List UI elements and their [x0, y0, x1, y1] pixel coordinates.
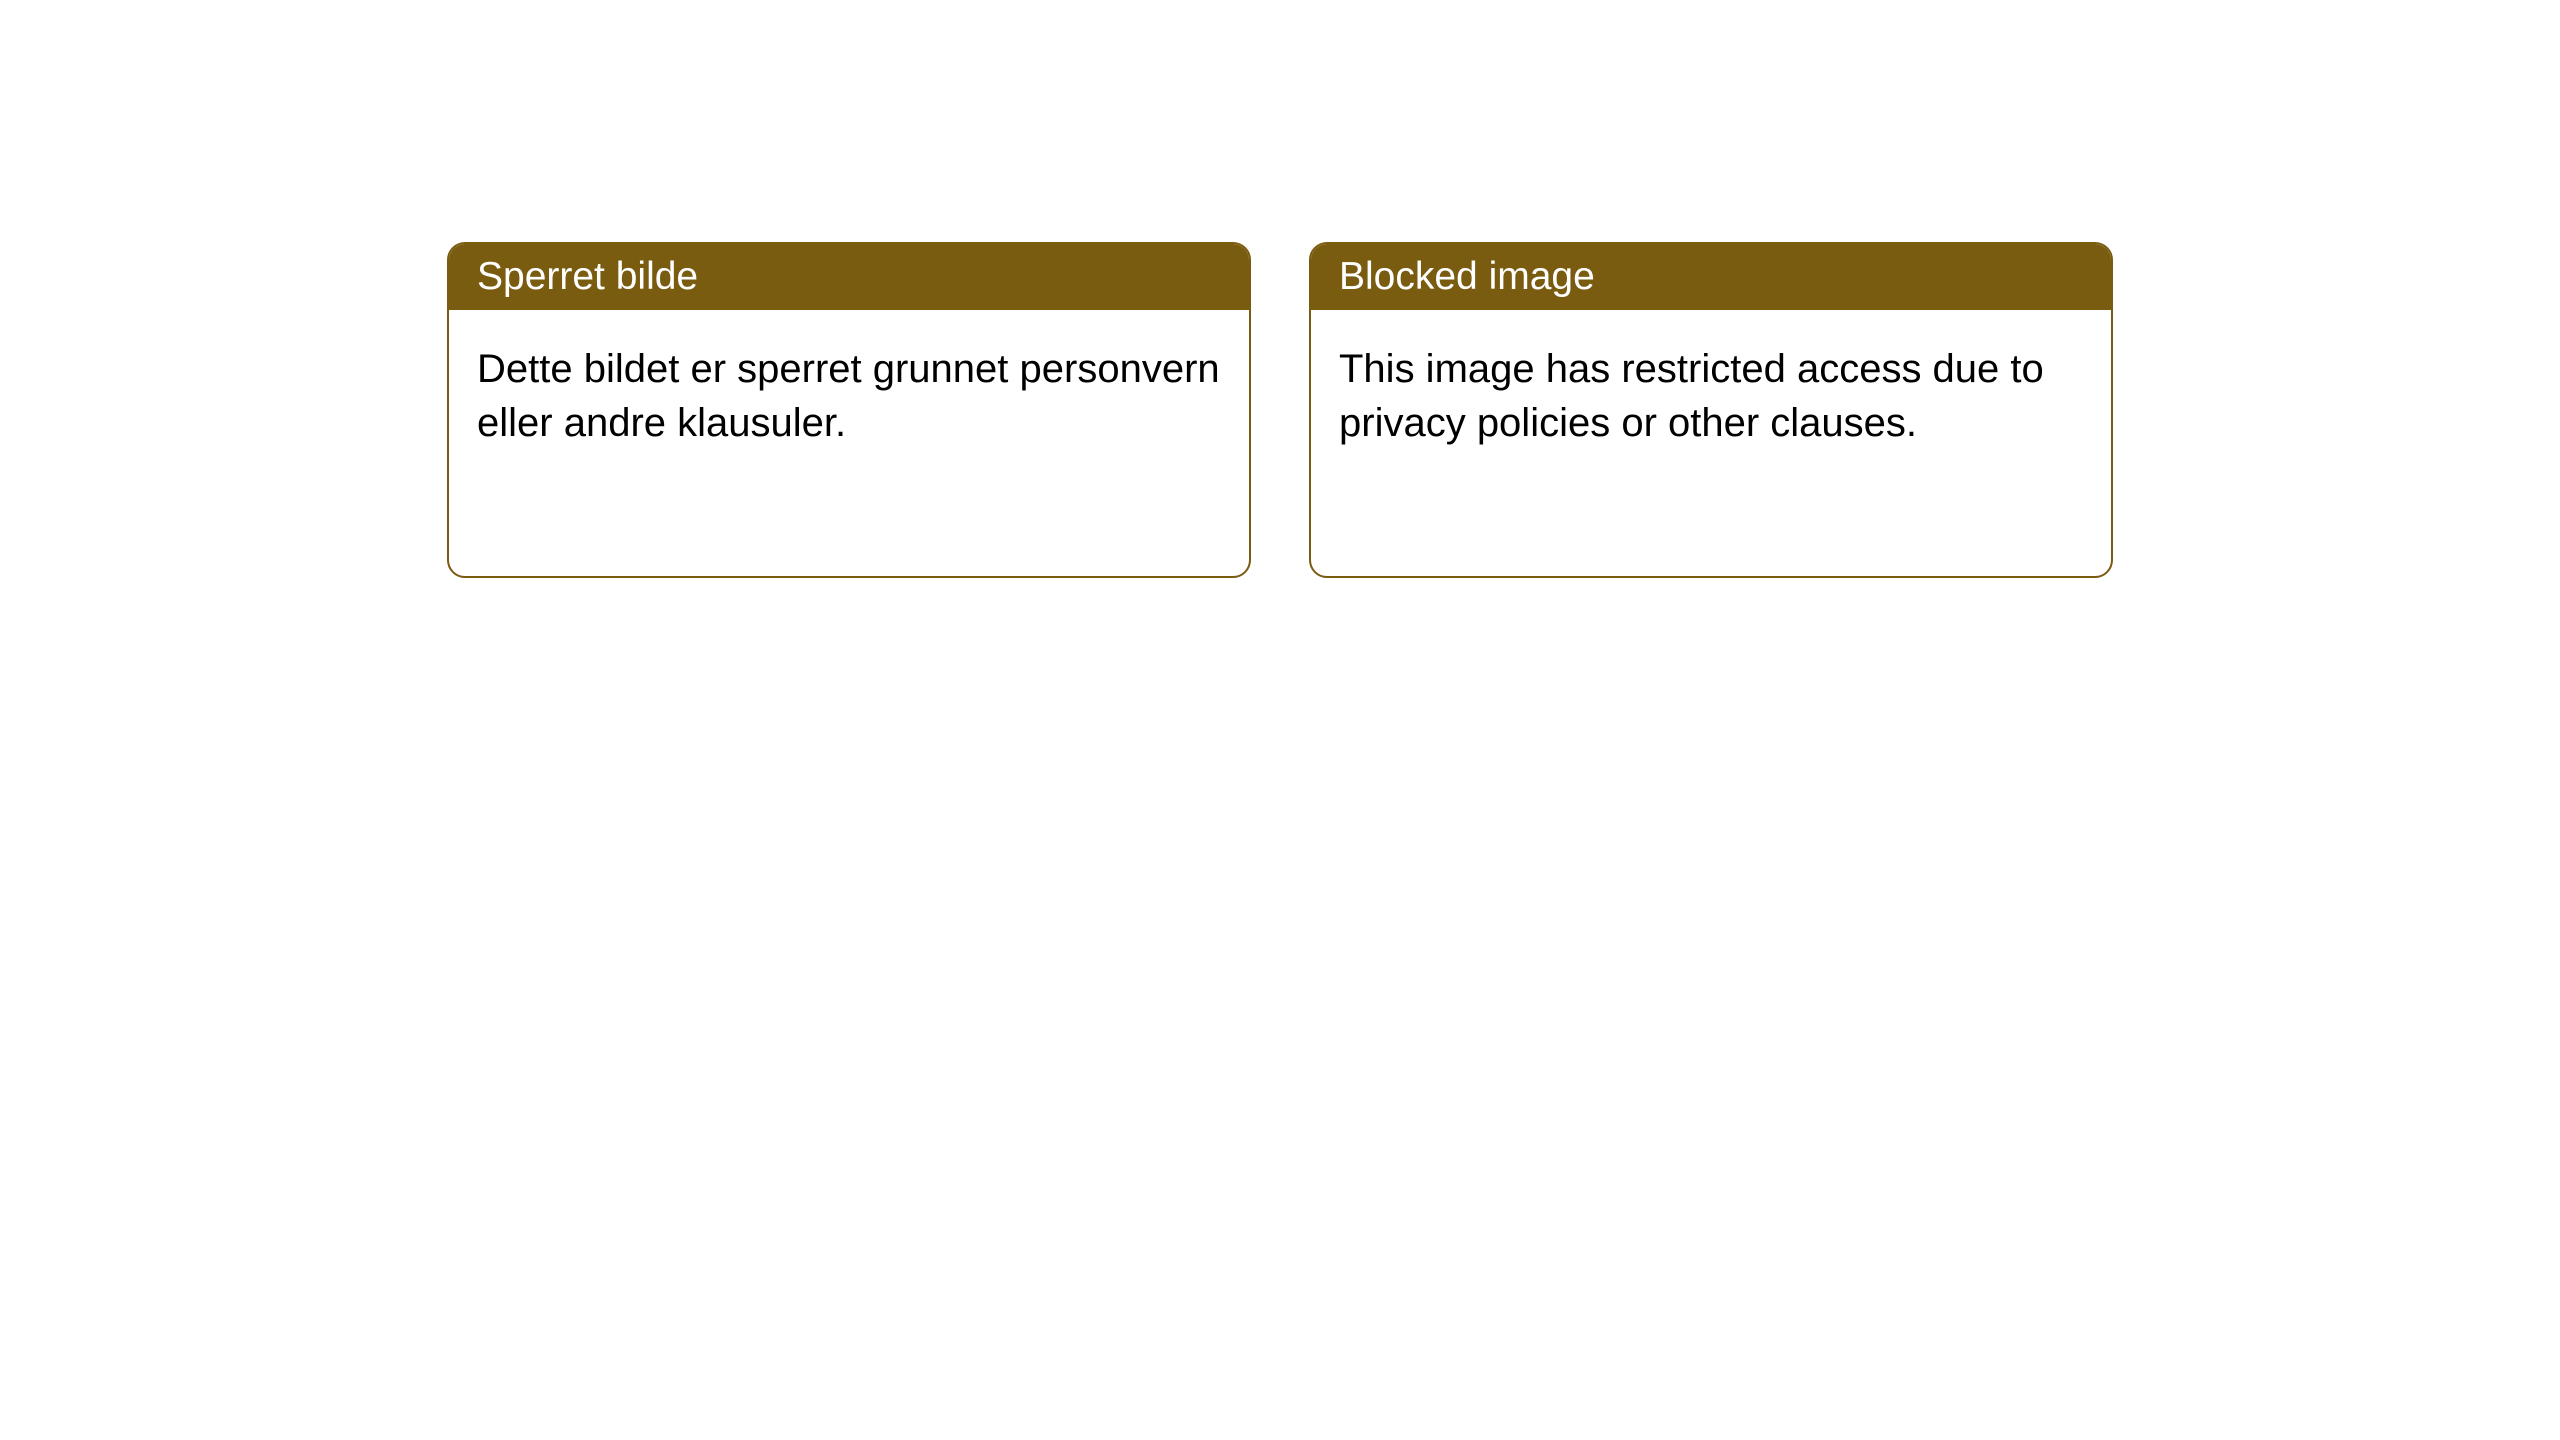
notice-card-title: Blocked image	[1311, 244, 2111, 310]
notice-card-title: Sperret bilde	[449, 244, 1249, 310]
notice-card-norwegian: Sperret bilde Dette bildet er sperret gr…	[447, 242, 1251, 578]
notice-card-english: Blocked image This image has restricted …	[1309, 242, 2113, 578]
notice-card-body: This image has restricted access due to …	[1311, 310, 2111, 482]
notice-container: Sperret bilde Dette bildet er sperret gr…	[447, 242, 2113, 578]
notice-card-body: Dette bildet er sperret grunnet personve…	[449, 310, 1249, 482]
